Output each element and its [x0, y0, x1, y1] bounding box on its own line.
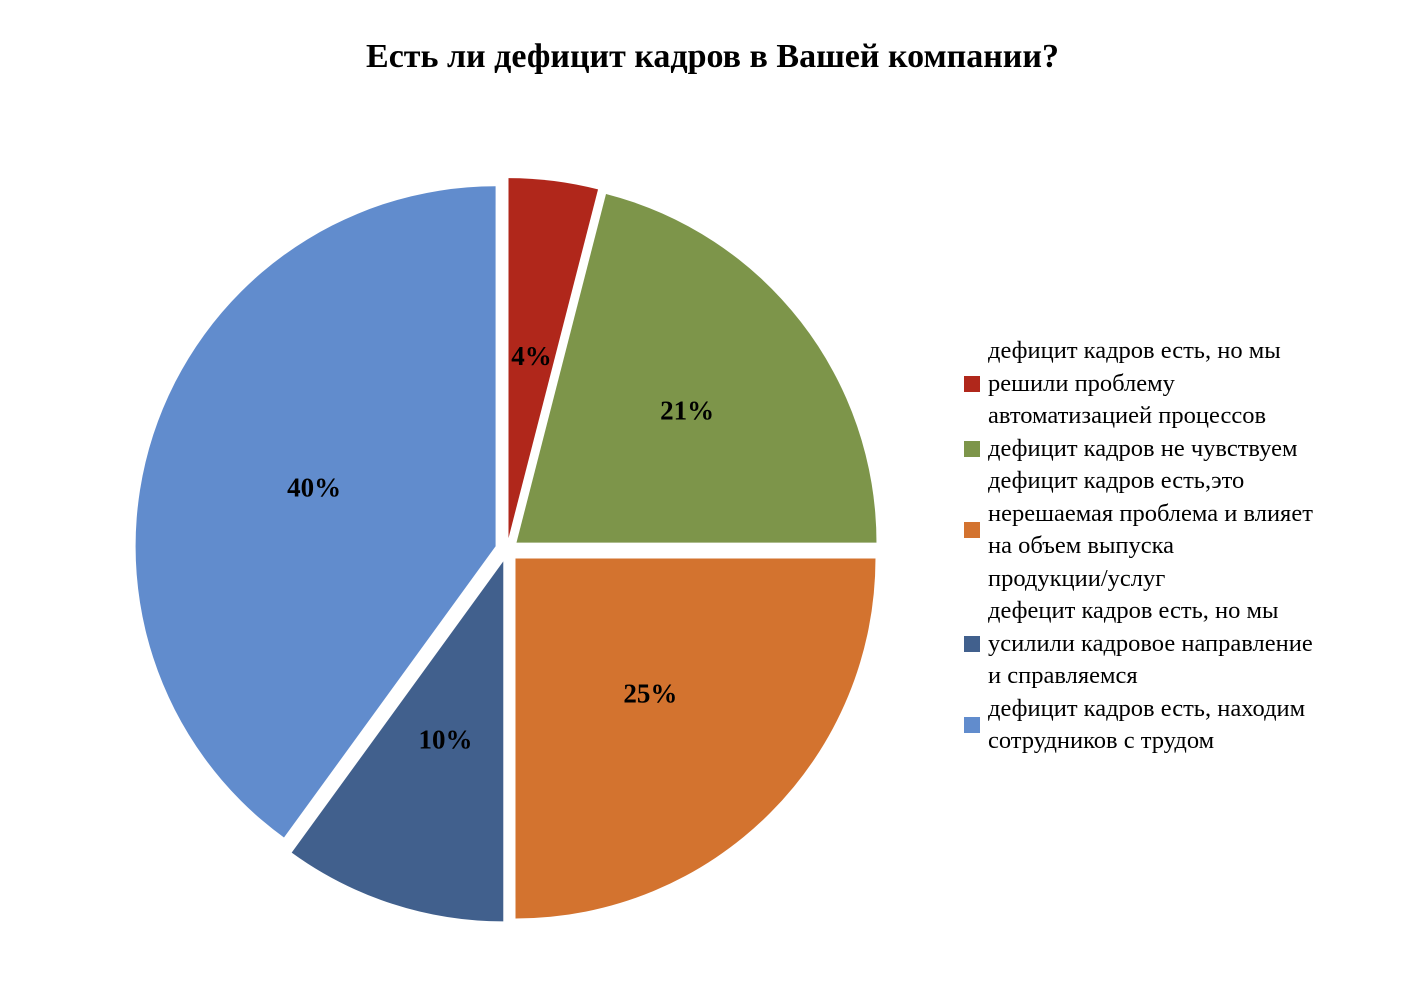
legend-swatch	[964, 635, 980, 652]
legend-label-line: сотрудников с трудом	[988, 727, 1215, 754]
pie-slice	[516, 193, 877, 543]
legend-label-line: решили проблему	[988, 369, 1175, 397]
pie-slice-label: 10%	[418, 724, 472, 754]
legend-swatch	[964, 717, 980, 733]
pie-slice-label: 4%	[511, 341, 552, 371]
legend-label-line: продукции/услуг	[988, 564, 1166, 592]
legend-label-line: дефицит кадров есть,это	[988, 467, 1245, 494]
legend-swatch	[964, 440, 980, 457]
legend-item: дефецит кадров есть, но мы усилили кадров…	[964, 595, 1384, 693]
pie-slice	[291, 561, 504, 922]
pie-slice-label: 40%	[287, 472, 341, 502]
legend-item: дефицит кадров есть, находим сотрудников …	[964, 693, 1384, 758]
legend-item: дефицит кадров есть,это нерешаемая пробле…	[964, 465, 1384, 595]
legend-item: дефицит кадров есть, но мы решили проблем…	[964, 335, 1384, 433]
pie-slice	[508, 178, 599, 539]
pie-slice-label: 25%	[623, 678, 677, 708]
legend-label-line: дефицит кадров не чувствуем	[988, 434, 1298, 462]
pie-slice	[135, 186, 496, 838]
chart-legend: дефицит кадров есть, но мы решили проблем…	[964, 335, 1384, 758]
legend-label-line: дефицит кадров есть, но мы	[988, 337, 1281, 364]
legend-label-line: на объем выпуска	[988, 532, 1175, 559]
legend-label-line: усилили кадровое направление	[988, 629, 1313, 657]
legend-swatch	[964, 375, 980, 392]
pie-slices	[135, 178, 877, 922]
legend-label-line: дефицит кадров есть, находим	[988, 694, 1306, 722]
pie-slice-label: 21%	[660, 395, 714, 425]
legend-swatch	[964, 522, 980, 538]
legend-label-line: и справляемся	[988, 662, 1138, 689]
pie-slice-labels: 4% 21% 25% 10% 40%	[287, 341, 714, 755]
chart-title: Есть ли дефицит кадров в Вашей компании?	[366, 38, 1059, 75]
legend-label-line: дефецит кадров есть, но мы	[988, 597, 1279, 624]
legend-item: дефицит кадров не чувствуем	[964, 433, 1384, 466]
legend-label-line: автоматизацией процессов	[988, 402, 1267, 429]
legend-label-line: нерешаемая проблема и влияет	[988, 499, 1313, 527]
pie-slice	[515, 558, 876, 919]
